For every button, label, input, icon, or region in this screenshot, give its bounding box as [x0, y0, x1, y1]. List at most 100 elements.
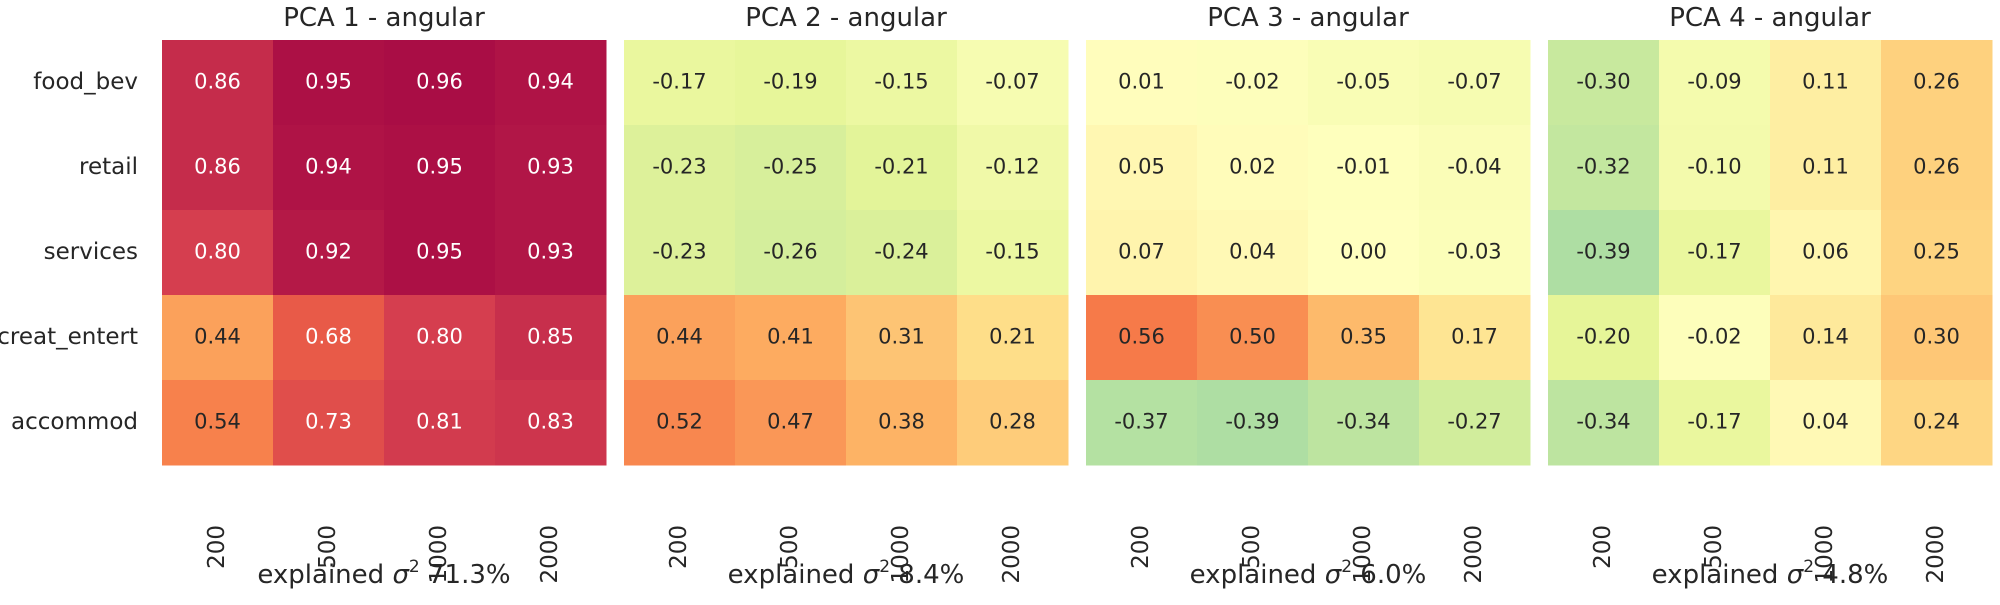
- row-tick-label: retail: [79, 154, 138, 180]
- heatmap-cell: [1308, 295, 1420, 381]
- row-tick-label: accommod: [11, 409, 138, 435]
- heatmap-cell: [846, 125, 958, 211]
- x-axis-label-exponent: 2: [1803, 557, 1814, 577]
- heatmap-cell: [1197, 295, 1309, 381]
- cell-value-label: 0.95: [416, 240, 463, 264]
- row-tick-label: creat_entert: [0, 324, 138, 350]
- cell-value-label: 0.94: [305, 155, 352, 179]
- heatmap-cell: [957, 210, 1069, 296]
- heatmap-panel-4: PCA 4 - angular -0.30 -0.09 0.11 0.26 -0.32 -0…: [1548, 3, 1993, 590]
- x-axis-label-prefix: explained: [728, 560, 863, 590]
- heatmap-cell: [384, 210, 496, 296]
- heatmap-cell: [1548, 210, 1660, 296]
- column-tick-label: 200: [666, 525, 692, 569]
- cell-value-label: -0.17: [1687, 240, 1741, 264]
- cell-value-label: 0.86: [194, 70, 241, 94]
- x-axis-label-prefix: explained: [1652, 560, 1787, 590]
- cell-value-label: -0.09: [1687, 70, 1741, 94]
- heatmap-panel-3: PCA 3 - angular 0.01 -0.02 -0.05 -0.07 0.05 0.…: [1086, 3, 1531, 590]
- heatmap-cell: [624, 40, 736, 126]
- heatmap-cell: [495, 40, 607, 126]
- x-axis-label-symbol: σ: [1325, 560, 1343, 590]
- column-tick-label: 200: [204, 525, 230, 569]
- heatmap-cell: [1548, 125, 1660, 211]
- heatmap-cell: [624, 210, 736, 296]
- cell-value-label: 0.80: [194, 240, 241, 264]
- cell-value-label: 0.81: [416, 410, 463, 434]
- cell-value-label: 0.56: [1118, 325, 1165, 349]
- x-axis-label-prefix: explained: [1190, 560, 1325, 590]
- cell-value-label: -0.19: [763, 70, 817, 94]
- cell-value-label: 0.01: [1118, 70, 1165, 94]
- heatmap-cell: [624, 380, 736, 466]
- panel-title: PCA 1 - angular: [283, 3, 485, 33]
- cell-value-label: 0.00: [1340, 240, 1387, 264]
- cell-value-label: -0.04: [1447, 155, 1501, 179]
- cell-value-label: 0.50: [1229, 325, 1276, 349]
- heatmap-cell: [957, 40, 1069, 126]
- heatmap-cell: [1419, 125, 1531, 211]
- x-axis-label-exponent: 2: [879, 557, 890, 577]
- heatmap-cell: [495, 125, 607, 211]
- heatmap-cell: [1086, 295, 1198, 381]
- cell-value-label: -0.03: [1447, 240, 1501, 264]
- heatmap-cell: [1197, 40, 1309, 126]
- x-axis-label-symbol: σ: [1787, 560, 1805, 590]
- cell-value-label: 0.47: [767, 410, 814, 434]
- cell-value-label: -0.26: [763, 240, 817, 264]
- cell-value-label: -0.12: [985, 155, 1039, 179]
- heatmap-cell: [1086, 40, 1198, 126]
- cell-value-label: -0.34: [1576, 410, 1630, 434]
- cell-value-label: 0.94: [527, 70, 574, 94]
- x-axis-label-prefix: explained: [257, 560, 392, 590]
- cell-value-label: -0.27: [1447, 410, 1501, 434]
- cell-value-label: -0.07: [985, 70, 1039, 94]
- heatmap-cell: [1659, 125, 1771, 211]
- heatmap-cell: [162, 210, 274, 296]
- cell-value-label: 0.17: [1451, 325, 1498, 349]
- cell-value-label: 0.38: [878, 410, 925, 434]
- heatmap-cell: [1770, 125, 1882, 211]
- heatmap-cell: [273, 295, 385, 381]
- heatmap-cell: [957, 125, 1069, 211]
- heatmap-cell: [273, 380, 385, 466]
- heatmap-cell: [735, 125, 847, 211]
- heatmap-cell: [1659, 380, 1771, 466]
- heatmap-cell: [1308, 40, 1420, 126]
- heatmap-cell: [1659, 40, 1771, 126]
- heatmap-cell: [735, 295, 847, 381]
- heatmap-cell: [273, 125, 385, 211]
- heatmap-cell: [384, 295, 496, 381]
- cell-value-label: 0.26: [1913, 155, 1960, 179]
- heatmap-cell: [1308, 380, 1420, 466]
- cell-value-label: 0.11: [1802, 70, 1849, 94]
- cell-value-label: -0.37: [1114, 410, 1168, 434]
- cell-value-label: 0.96: [416, 70, 463, 94]
- heatmap-cell: [1881, 40, 1993, 126]
- column-tick-label: 2000: [1461, 525, 1487, 584]
- heatmap-cell: [846, 380, 958, 466]
- cell-value-label: -0.15: [874, 70, 928, 94]
- column-tick-label: 500: [1239, 525, 1265, 569]
- heatmap-cell: [1419, 40, 1531, 126]
- cell-value-label: 0.02: [1229, 155, 1276, 179]
- x-axis-label-exponent: 2: [409, 557, 420, 577]
- heatmap-cell: [1659, 210, 1771, 296]
- cell-value-label: -0.02: [1225, 70, 1279, 94]
- heatmap-cell: [1086, 210, 1198, 296]
- heatmap-cell: [1308, 125, 1420, 211]
- column-tick-label: 1000: [426, 525, 452, 584]
- heatmap-cell: [1419, 380, 1531, 466]
- cell-value-label: -0.23: [652, 240, 706, 264]
- heatmap-cell: [495, 210, 607, 296]
- heatmap-cell: [846, 40, 958, 126]
- cell-value-label: -0.39: [1225, 410, 1279, 434]
- column-tick-label: 500: [777, 525, 803, 569]
- column-tick-label: 1000: [888, 525, 914, 584]
- heatmap-cell: [1086, 380, 1198, 466]
- panel-title: PCA 3 - angular: [1207, 3, 1409, 33]
- heatmap-cell: [1770, 40, 1882, 126]
- x-axis-label-value: 6.0%: [1352, 560, 1426, 590]
